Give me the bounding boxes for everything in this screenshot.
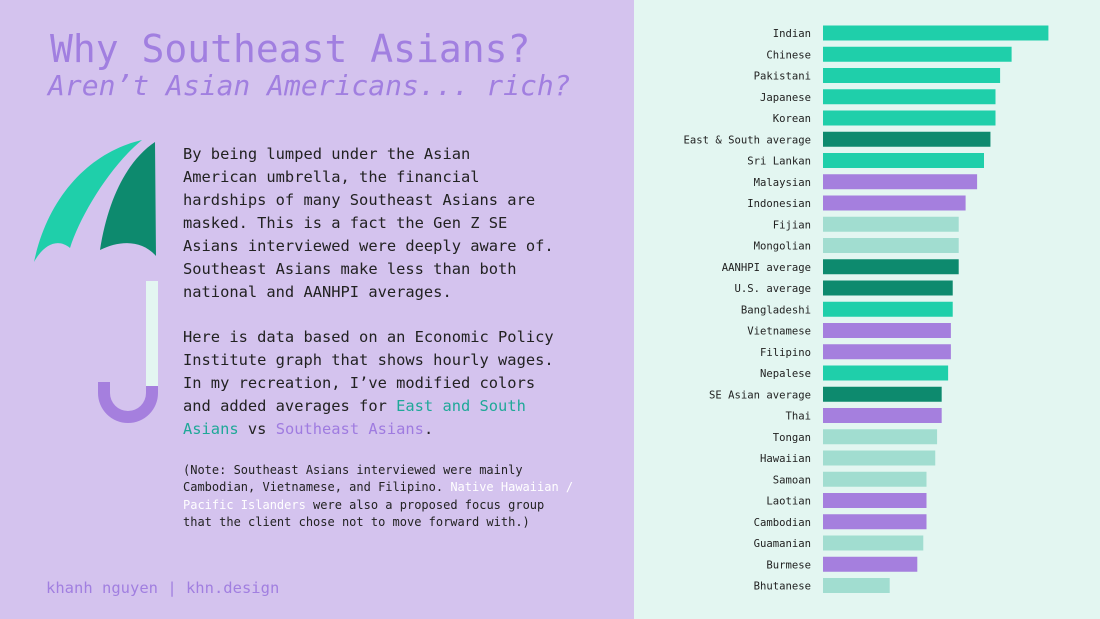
hourly-wage-bar-chart: Indian Chinese Pakistani Japanese Korean East… (683, 25, 1049, 593)
data-line: Asians vs Southeast Asians. (183, 418, 623, 441)
period-text: . (423, 420, 434, 438)
author-credit: khanh nguyen | khn.design (46, 579, 280, 597)
intro-line: hardships of many Southeast Asians are (183, 191, 536, 209)
umbrella-canopy-right (100, 142, 156, 256)
vs-text: vs (238, 420, 276, 438)
east-south-highlight: East and South (396, 397, 526, 415)
bar-southeast (823, 493, 927, 508)
category-label: Indonesian (747, 198, 811, 210)
note-line: Pacific Islanders were also a proposed f… (183, 497, 573, 514)
intro-line: Southeast Asians make less than both (183, 260, 517, 278)
east-south-highlight: Asians (183, 420, 239, 438)
bar-southeast (823, 344, 951, 360)
category-label: Chinese (766, 49, 811, 61)
category-label: Laotian (766, 496, 811, 508)
category-label: Japanese (760, 92, 811, 104)
category-label: Indian (773, 28, 811, 40)
bar-nhpi (823, 216, 959, 232)
bar-nhpi (823, 471, 927, 487)
umbrella-canopy-left (34, 140, 142, 262)
category-label: Bangladeshi (741, 304, 811, 316)
bar-average (823, 280, 953, 296)
nhpi-highlight: Native Hawaiian / (450, 480, 574, 495)
data-paragraph: Here is data based on an Economic Policy… (183, 326, 623, 441)
bar-nhpi (823, 238, 959, 253)
bar-east_south (823, 153, 984, 168)
note-line: that the client chose not to move forwar… (183, 514, 530, 529)
category-label: Mongolian (754, 241, 811, 253)
bar-nhpi (823, 578, 890, 593)
category-label: Sri Lankan (747, 156, 811, 168)
category-label: Tongan (773, 432, 811, 444)
bar-east_south (823, 365, 949, 381)
bar-east_south (823, 301, 953, 317)
bar-southeast (823, 174, 978, 190)
bar-southeast (823, 195, 966, 211)
category-label: Nepalese (760, 368, 811, 380)
intro-line: Asians interviewed were deeply aware of. (183, 237, 554, 255)
bar-nhpi (823, 450, 936, 466)
category-label: East & South average (683, 134, 811, 146)
category-label: Guamanian (754, 538, 811, 550)
category-label: Fijian (773, 219, 811, 231)
data-line: Institute graph that shows hourly wages. (183, 351, 554, 369)
category-label: Filipino (760, 347, 811, 359)
category-label: Malaysian (754, 177, 811, 189)
bar-nhpi (823, 429, 938, 445)
bar-east_south (823, 89, 996, 105)
page-subtitle: Aren’t Asian Americans... rich? (48, 69, 571, 102)
note-line: (Note: Southeast Asians interviewed were… (183, 463, 523, 477)
intro-paragraph: By being lumped under the Asian American… (183, 143, 623, 304)
bar-southeast (823, 556, 918, 572)
umbrella-icon (34, 140, 158, 423)
category-label: Thai (785, 411, 811, 423)
bar-nhpi (823, 535, 924, 551)
category-label: Cambodian (754, 517, 811, 529)
chart-panel: Indian Chinese Pakistani Japanese Korean East… (634, 0, 1100, 619)
category-label: SE Asian average (709, 389, 811, 401)
intro-line: national and AANHPI averages. (183, 283, 452, 301)
note-paragraph: (Note: Southeast Asians interviewed were… (183, 462, 573, 531)
bar-east_south (823, 110, 996, 126)
data-line: Here is data based on an Economic Policy (183, 328, 554, 346)
intro-line: masked. This is a fact the Gen Z SE (183, 214, 508, 232)
southeast-highlight: Southeast Asians (275, 420, 424, 438)
category-label: Samoan (773, 474, 811, 486)
category-label: Vietnamese (747, 326, 811, 338)
page-title: Why Southeast Asians? (50, 27, 531, 71)
intro-line: By being lumped under the Asian (183, 145, 471, 163)
category-label: AANHPI average (722, 262, 811, 274)
category-label: Burmese (766, 559, 811, 571)
nhpi-highlight: Pacific Islanders (183, 497, 306, 512)
note-text: were also a proposed focus group (305, 497, 545, 512)
category-label: Korean (773, 113, 811, 125)
bar-average (823, 259, 959, 275)
bar-average (823, 131, 991, 147)
bar-east_south (823, 68, 1001, 83)
intro-line: American umbrella, the financial (183, 168, 480, 186)
bar-southeast (823, 323, 951, 338)
umbrella-shaft (146, 281, 158, 393)
bar-southeast (823, 514, 927, 530)
bar-southeast (823, 408, 942, 423)
category-label: Bhutanese (754, 581, 811, 593)
note-line: Cambodian, Vietnamese, and Filipino. Nat… (183, 479, 573, 496)
data-line: and added averages for East and South (183, 395, 623, 418)
bar-east_south (823, 25, 1049, 41)
category-label: Pakistani (754, 71, 811, 83)
category-label: Hawaiian (760, 453, 811, 465)
bar-east_south (823, 46, 1012, 62)
left-panel: Why Southeast Asians? Aren’t Asian Ameri… (0, 0, 634, 619)
category-label: U.S. average (734, 283, 811, 295)
data-line: In my recreation, I’ve modified colors (183, 374, 536, 392)
data-line-text: and added averages for (183, 397, 397, 415)
note-text: Cambodian, Vietnamese, and Filipino. (183, 480, 451, 495)
umbrella-handle (98, 382, 158, 423)
bar-average (823, 386, 942, 402)
